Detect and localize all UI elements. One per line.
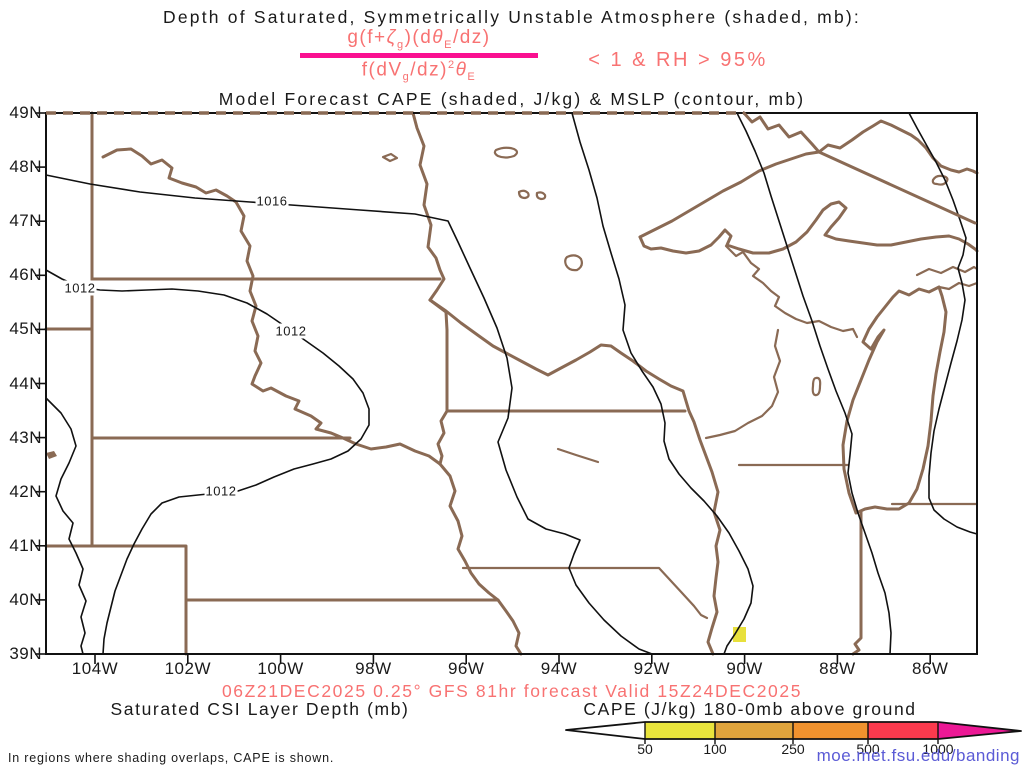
cape-legend-tick-label: 100 — [703, 741, 727, 757]
lon-tick-label: 88W — [819, 659, 856, 678]
fraction-bar — [300, 52, 538, 58]
csi-formula-fraction: g(f+ζg)(dθE/dz) f(dVg/dz)2θE — [300, 27, 538, 83]
cape-legend-tick-label: 500 — [856, 741, 880, 757]
lat-tick-label: 49N — [9, 103, 42, 122]
lon-tick-label: 92W — [633, 659, 671, 678]
cape-legend-tick-label: 50 — [637, 741, 653, 757]
cape-legend-tick-label: 1000 — [922, 741, 954, 757]
cape-legend-tick-label: 250 — [781, 741, 805, 757]
lon-tick-label: 100W — [257, 659, 304, 678]
overlap-note: In regions where shading overlaps, CAPE … — [8, 751, 335, 765]
mslp-contour-label: 1016 — [255, 193, 289, 209]
lat-tick-label: 41N — [9, 535, 42, 555]
lon-tick-label: 98W — [355, 659, 392, 678]
lon-tick-label: 104W — [71, 659, 119, 678]
mslp-contour-label: 1012 — [274, 323, 308, 339]
lon-tick-label: 94W — [540, 659, 578, 678]
formula-condition: < 1 & RH > 95% — [588, 49, 768, 71]
forecast-valid-line: 06Z21DEC2025 0.25° GFS 81hr forecast Val… — [221, 681, 803, 701]
mslp-contour-label: 1012 — [63, 280, 97, 296]
lat-tick-label: 47N — [9, 211, 42, 231]
csi-legend-label: Saturated CSI Layer Depth (mb) — [110, 699, 410, 719]
lon-tick-label: 102W — [164, 659, 211, 678]
mslp-contours-layer — [45, 112, 978, 655]
canada-border-lakes — [742, 111, 977, 225]
lat-tick-label: 45N — [9, 319, 42, 339]
mslp-contour-label: 1012 — [204, 483, 238, 499]
lat-tick-label: 42N — [9, 481, 42, 501]
lon-tick-label: 90W — [726, 659, 763, 678]
formula-denominator: f(dVg/dz)2θE — [361, 58, 477, 83]
lat-tick-label: 48N — [9, 157, 42, 177]
cape-legend-label: CAPE (J/kg) 180-0mb above ground — [583, 699, 917, 719]
lat-tick-label: 43N — [9, 427, 42, 447]
lon-tick-label: 86W — [911, 659, 949, 678]
lat-tick-label: 46N — [9, 265, 42, 285]
page-title: Depth of Saturated, Symmetrically Unstab… — [163, 7, 861, 27]
lat-tick-label: 44N — [9, 373, 42, 393]
lat-tick-label: 40N — [9, 589, 42, 609]
lon-tick-label: 96W — [447, 659, 485, 678]
state-borders-layer — [44, 111, 979, 656]
site-link[interactable]: moe.met.fsu.edu/banding — [816, 746, 1020, 765]
cape-colorbar — [565, 721, 1022, 744]
lat-tick-label: 39N — [9, 644, 42, 663]
subtitle: Model Forecast CAPE (shaded, J/kg) & MSL… — [218, 89, 806, 109]
axis-ticks — [35, 112, 932, 664]
formula-numerator: g(f+ζg)(dθE/dz) — [347, 27, 491, 51]
